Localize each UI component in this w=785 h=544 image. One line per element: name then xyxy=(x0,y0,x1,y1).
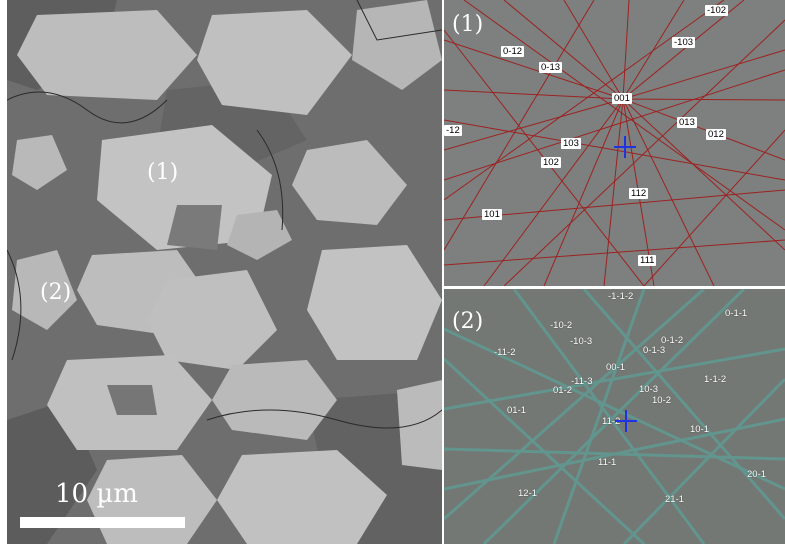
index-label: 012 xyxy=(706,129,726,140)
index-label: 0-1-3 xyxy=(643,345,666,356)
ebsd-pattern-2: (2) -1-1-2 0-1-1 -10-2 0-1-2 -10-3 -11-2… xyxy=(444,289,785,544)
index-label: -102 xyxy=(705,5,729,16)
index-label: -10-2 xyxy=(550,320,573,331)
grain-label-2: (2) xyxy=(40,280,72,305)
index-label: 1-1-2 xyxy=(704,374,727,385)
sem-micrograph: (1) (2) 10 µm xyxy=(7,0,442,544)
index-label: 11-2 xyxy=(602,416,621,427)
scale-bar-label: 10 µm xyxy=(55,479,138,509)
index-label: -103 xyxy=(672,37,696,48)
index-label: 10-3 xyxy=(639,384,659,395)
index-label: -12 xyxy=(444,125,462,136)
kikuchi-lines-1 xyxy=(444,0,785,286)
index-label: -11-3 xyxy=(571,376,593,387)
index-label: 10-2 xyxy=(652,395,672,406)
index-label: 102 xyxy=(541,157,561,168)
index-label: 21-1 xyxy=(665,494,685,505)
index-label: 013 xyxy=(677,117,697,128)
grain-label-1: (1) xyxy=(147,160,179,185)
index-label: 12-1 xyxy=(518,488,538,499)
index-label: -10-3 xyxy=(570,336,593,347)
index-label: 10-1 xyxy=(690,424,710,435)
kikuchi-lines-2 xyxy=(444,289,785,544)
pattern-center-cross xyxy=(615,410,637,432)
index-label: 00-1 xyxy=(606,362,626,373)
index-label: 103 xyxy=(561,138,581,149)
ebsd-pattern-1: (1) -102 -103 0-12 0-13 001 -12 103 013 … xyxy=(444,0,785,286)
index-label: -1-1-2 xyxy=(608,291,634,302)
index-label: 0-1-1 xyxy=(725,308,748,319)
pattern-1-label: (1) xyxy=(452,12,484,37)
index-label: 001 xyxy=(612,93,632,104)
index-label: 11-1 xyxy=(598,457,617,468)
index-label: 01-1 xyxy=(507,405,527,416)
index-label: 01-2 xyxy=(553,385,573,396)
index-label: 0-1-2 xyxy=(661,335,684,346)
index-label: 20-1 xyxy=(747,469,767,480)
pattern-center-cross xyxy=(614,136,636,158)
index-label: 111 xyxy=(638,255,657,266)
index-label: 101 xyxy=(482,209,502,220)
index-label: 0-13 xyxy=(539,62,563,73)
pattern-2-label: (2) xyxy=(452,309,484,334)
sem-grains xyxy=(7,0,442,544)
index-label: 112 xyxy=(629,188,649,199)
scale-bar xyxy=(20,517,185,528)
index-label: 0-12 xyxy=(501,46,525,57)
index-label: -11-2 xyxy=(494,347,516,358)
